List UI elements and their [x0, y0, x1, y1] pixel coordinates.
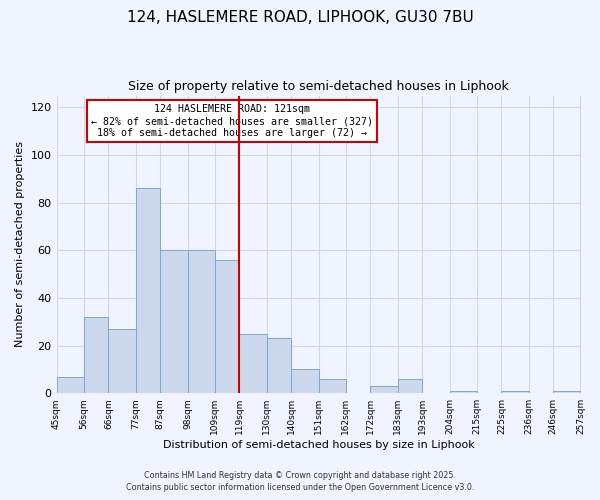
Bar — [239, 334, 266, 393]
Text: Contains HM Land Registry data © Crown copyright and database right 2025.
Contai: Contains HM Land Registry data © Crown c… — [126, 471, 474, 492]
Bar — [266, 338, 292, 393]
Y-axis label: Number of semi-detached properties: Number of semi-detached properties — [15, 142, 25, 348]
Bar — [56, 376, 84, 393]
Text: 124, HASLEMERE ROAD, LIPHOOK, GU30 7BU: 124, HASLEMERE ROAD, LIPHOOK, GU30 7BU — [127, 10, 473, 25]
Bar — [449, 391, 476, 393]
Bar — [319, 379, 346, 393]
Bar — [215, 260, 239, 393]
X-axis label: Distribution of semi-detached houses by size in Liphook: Distribution of semi-detached houses by … — [163, 440, 475, 450]
Bar — [109, 329, 136, 393]
Bar — [136, 188, 160, 393]
Bar — [84, 317, 109, 393]
Bar — [160, 250, 188, 393]
Text: 124 HASLEMERE ROAD: 121sqm
← 82% of semi-detached houses are smaller (327)
18% o: 124 HASLEMERE ROAD: 121sqm ← 82% of semi… — [91, 104, 373, 138]
Bar — [502, 391, 529, 393]
Title: Size of property relative to semi-detached houses in Liphook: Size of property relative to semi-detach… — [128, 80, 509, 93]
Bar — [398, 379, 422, 393]
Bar — [188, 250, 215, 393]
Bar — [553, 391, 580, 393]
Bar — [292, 370, 319, 393]
Bar — [370, 386, 398, 393]
